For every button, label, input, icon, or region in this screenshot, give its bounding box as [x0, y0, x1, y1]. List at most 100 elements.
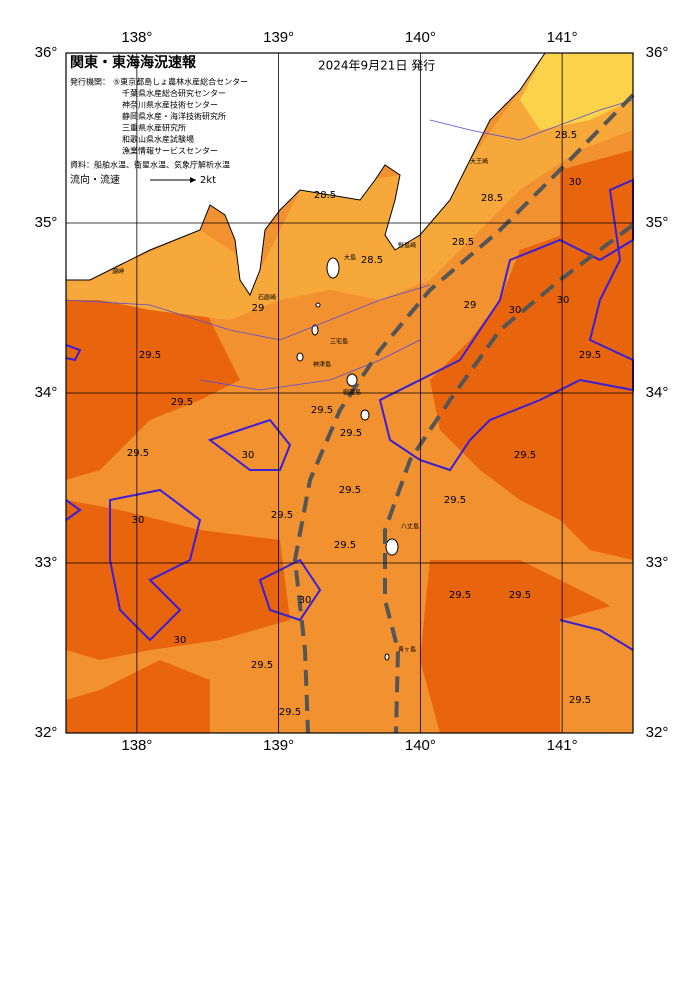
contour [429, 99, 634, 141]
x-tick-label: 140° [405, 737, 436, 754]
y-tick-label: 34° [35, 384, 58, 401]
x-tick-label: 141° [547, 737, 578, 754]
y-tick-label: 33° [35, 554, 58, 571]
y-tick-label: 32° [35, 724, 58, 741]
island [326, 257, 340, 279]
contour-label: 29 [464, 300, 477, 311]
issuer: 三重県水産研究所 [122, 123, 186, 133]
contour [109, 488, 202, 642]
warm-water [66, 660, 210, 733]
x-tick-label: 140° [405, 29, 436, 46]
contour-label: 29.5 [311, 405, 333, 416]
contour-label: 28.5 [452, 237, 474, 248]
place-name: 潮岬 [112, 268, 124, 276]
sea-patch [560, 600, 633, 733]
contour [559, 619, 634, 651]
contour-label: 28.5 [481, 193, 503, 204]
contour-label: 29 [252, 303, 265, 314]
x-tick-label: 139° [263, 29, 294, 46]
contour-labels: 28.5 28.5 28.5 28.5 28.5 29 29 29.5 29.5 29.5 29.5… [127, 130, 601, 718]
contour-label: 29.5 [171, 397, 193, 408]
y-tick-label: 34° [646, 384, 669, 401]
contour-label: 29.5 [340, 428, 362, 439]
contour-label: 29.5 [579, 350, 601, 361]
legend-label: 流向・流速 [70, 173, 120, 186]
y-tick-label: 36° [646, 44, 669, 61]
issuer-list: ⑤東京都島しょ農林水産総合センター千葉県水産総合研究センター神奈川県水産技術セン… [113, 77, 248, 156]
island [384, 653, 390, 661]
contours-thin [65, 99, 634, 391]
place-name: 大王崎 [470, 158, 488, 166]
contour-label: 29.5 [279, 707, 301, 718]
y-tick-label: 35° [646, 214, 669, 231]
x-tick-label: 138° [121, 29, 152, 46]
island [296, 352, 304, 362]
legend-speed: 2kt [200, 175, 216, 186]
place-name: 神津島 [313, 361, 331, 369]
contour-label: 28.5 [555, 130, 577, 141]
kuroshio-axis [292, 93, 635, 734]
islands [296, 257, 399, 661]
contour-label: 29.5 [444, 495, 466, 506]
contour-label: 28.5 [314, 190, 336, 201]
title: 関東・東海海況速報 [70, 54, 197, 71]
source: 資料：船舶水温、衛星水温、気象庁解析水温 [70, 160, 230, 170]
contour-label: 29.5 [127, 448, 149, 459]
place-name: 八丈島 [401, 523, 419, 531]
legend-arrowhead [190, 177, 196, 183]
island [311, 324, 319, 336]
place-name: 野島崎 [398, 242, 416, 250]
contour-label: 30 [299, 595, 312, 606]
contour-label: 29.5 [569, 695, 591, 706]
contour-label: 30 [557, 295, 570, 306]
contour-label: 30 [242, 450, 255, 461]
place-name: 大島 [344, 254, 356, 262]
current-line [292, 93, 635, 734]
contour-label: 30 [509, 305, 522, 316]
x-tick-label: 139° [263, 737, 294, 754]
issuer: 和歌山県水産試験場 [122, 134, 194, 144]
contour [207, 418, 292, 471]
island [360, 409, 370, 421]
y-tick-label: 35° [35, 214, 58, 231]
island [385, 538, 399, 556]
contour-label: 29.5 [271, 510, 293, 521]
date: 2024年9月21日 発行 [318, 59, 435, 73]
contour-label: 28.5 [361, 255, 383, 266]
island [315, 302, 321, 308]
contour-label: 29.5 [334, 540, 356, 551]
y-tick-label: 33° [646, 554, 669, 571]
contour [65, 499, 82, 521]
contour [65, 344, 82, 362]
issuer: ⑤東京都島しょ農林水産総合センター [113, 77, 248, 87]
contour [65, 284, 431, 341]
y-tick-label: 32° [646, 724, 669, 741]
issuer-label: 発行機関： [70, 77, 110, 87]
place-name: 三宅島 [330, 338, 348, 346]
contour-label: 30 [132, 515, 145, 526]
island [346, 373, 358, 387]
warm-water [430, 210, 633, 560]
contour-label: 29.5 [251, 660, 273, 671]
contour-label: 29.5 [514, 450, 536, 461]
contour-label: 29.5 [509, 590, 531, 601]
land [65, 52, 546, 297]
contour [199, 339, 421, 391]
contour-label: 29.5 [449, 590, 471, 601]
warm-water [66, 500, 290, 660]
place-name: 御蔵島 [343, 389, 361, 397]
issuer: 千葉県水産総合研究センター [122, 88, 226, 98]
place-name: 石廊崎 [258, 294, 276, 302]
x-tick-label: 138° [121, 737, 152, 754]
contour-label: 29.5 [339, 485, 361, 496]
map-frame [65, 52, 634, 734]
contour-label: 29.5 [139, 350, 161, 361]
contour-label: 30 [569, 177, 582, 188]
issuer: 静岡県水産・海洋技術研究所 [122, 111, 226, 121]
issuer: 漁業情報サービスセンター [122, 146, 218, 156]
place-name: 青ヶ島 [398, 646, 416, 654]
contour-label: 30 [174, 635, 187, 646]
y-tick-label: 36° [35, 44, 58, 61]
